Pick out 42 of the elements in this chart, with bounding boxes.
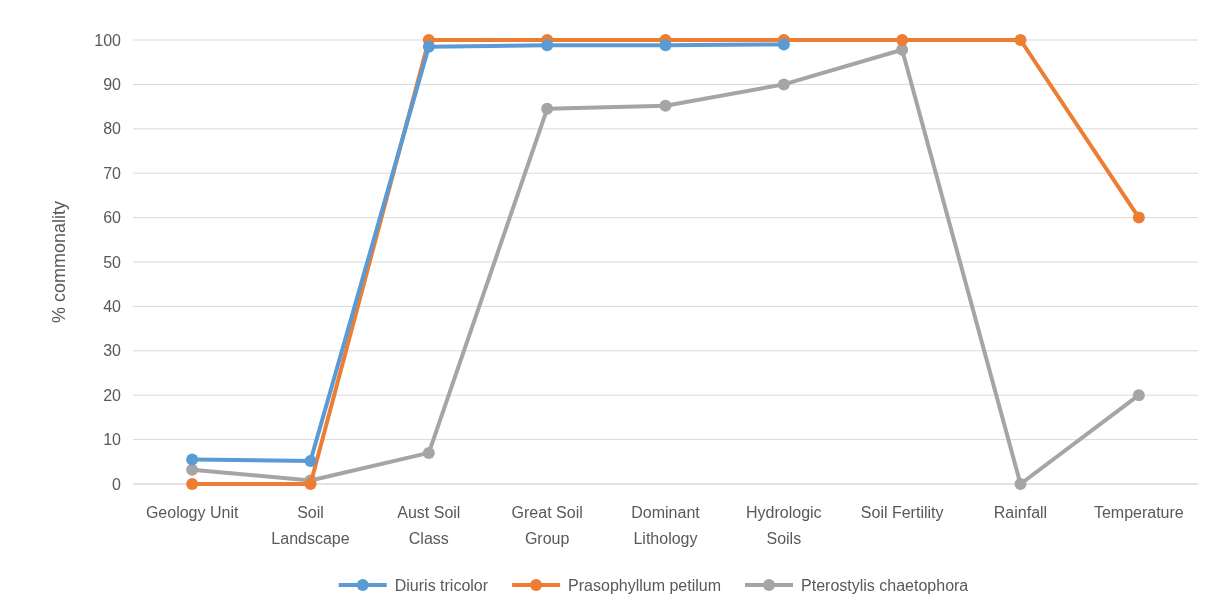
point <box>422 446 435 459</box>
point <box>777 78 790 91</box>
y-tick-label: 60 <box>103 209 122 227</box>
y-tick-label: 90 <box>103 76 122 93</box>
point <box>1014 478 1027 490</box>
legend-label: Diuris tricolor <box>394 576 489 594</box>
y-tick-label: 50 <box>103 253 122 271</box>
x-tick-label: Soil Fertility <box>860 504 944 521</box>
point <box>186 463 199 476</box>
y-tick-label: 70 <box>103 164 122 182</box>
x-tick-label: Temperature <box>1093 504 1184 521</box>
point <box>1132 211 1145 224</box>
point <box>896 34 909 46</box>
y-tick-label: 20 <box>103 386 122 404</box>
point <box>659 99 672 112</box>
x-tick-label: Hydrologic Soils <box>746 504 822 547</box>
y-tick-label: 0 <box>112 475 122 493</box>
point <box>1014 34 1027 46</box>
point <box>1132 389 1145 402</box>
x-tick-label: Great Soil Group <box>511 504 583 547</box>
point <box>659 39 672 52</box>
x-tick-label: Geology Unit <box>145 504 239 521</box>
point <box>541 39 554 52</box>
point <box>422 40 435 53</box>
y-tick-label: 10 <box>103 431 122 449</box>
x-tick-label: Aust Soil Class <box>397 504 461 547</box>
legend-label: Prasophyllum petilum <box>568 576 722 594</box>
point <box>186 478 199 490</box>
y-tick-label: 80 <box>103 120 122 138</box>
x-tick-label: Rainfall <box>993 504 1048 521</box>
y-tick-label: 40 <box>103 298 122 315</box>
point <box>304 478 317 490</box>
y-tick-label: 100 <box>94 31 122 49</box>
legend-label: Pterostylis chaetophora <box>801 576 969 594</box>
point <box>186 453 199 466</box>
x-tick-label: Dominant Lithology <box>631 504 701 547</box>
x-tick-label: Soil Landscape <box>271 504 350 547</box>
point <box>777 38 790 51</box>
y-tick-label: 30 <box>103 342 122 360</box>
point <box>304 454 317 467</box>
y-axis-title: % commonality <box>49 200 69 324</box>
point <box>541 102 554 115</box>
